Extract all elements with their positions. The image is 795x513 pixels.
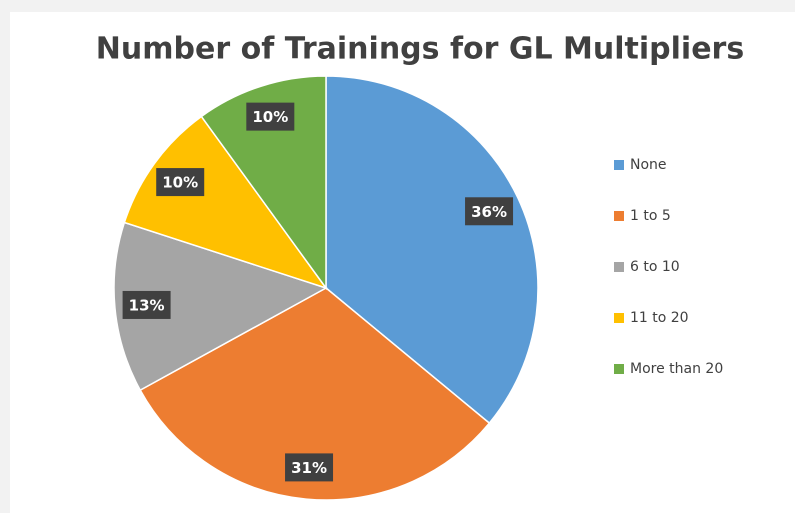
data-label-box xyxy=(156,168,205,197)
pie-slice xyxy=(325,75,539,425)
legend-label: 1 to 5 xyxy=(630,208,671,224)
chart-title: Number of Trainings for GL Multipliers xyxy=(96,32,744,67)
legend-label: None xyxy=(630,157,667,173)
legend-swatch xyxy=(614,313,624,323)
legend-swatch xyxy=(614,262,624,272)
data-label: 10% xyxy=(162,174,198,192)
data-label: 36% xyxy=(471,203,507,221)
legend-swatch xyxy=(614,160,624,170)
data-label: 31% xyxy=(291,459,327,477)
pie-slice xyxy=(139,287,491,501)
pie-slice xyxy=(200,75,327,291)
pie-slice xyxy=(123,115,328,290)
legend-swatch xyxy=(614,364,624,374)
legend-swatch xyxy=(614,211,624,221)
data-label-box xyxy=(285,453,334,482)
legend-label: More than 20 xyxy=(630,361,723,377)
data-label-box xyxy=(122,290,171,319)
data-label-box xyxy=(465,197,514,226)
pie-slice xyxy=(113,221,328,392)
legend-label: 6 to 10 xyxy=(630,259,680,275)
legend-label: 11 to 20 xyxy=(630,310,689,326)
data-label-box xyxy=(246,102,295,131)
data-label: 10% xyxy=(252,108,288,126)
data-label: 13% xyxy=(129,296,165,314)
